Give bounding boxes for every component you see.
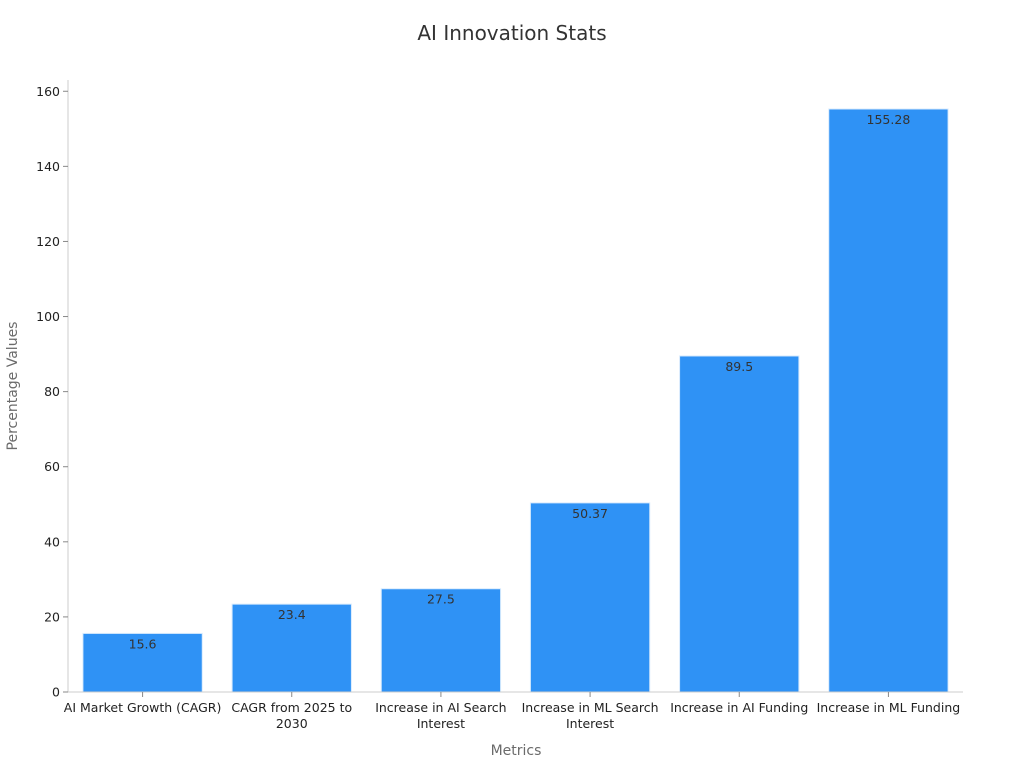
x-tick-label-line: Interest bbox=[417, 716, 465, 731]
bar-2 bbox=[231, 603, 352, 693]
x-tick-label-5: Increase in AI Funding bbox=[670, 700, 808, 715]
x-tick-label-3: Increase in AI Search Interest bbox=[375, 700, 506, 731]
x-tick-label-line: Increase in AI Search bbox=[375, 700, 506, 715]
y-tick-label-160: 160 bbox=[36, 84, 60, 99]
bar-4 bbox=[529, 502, 651, 693]
x-tick-label-2: CAGR from 2025 to 2030 bbox=[231, 700, 352, 731]
bar-3 bbox=[380, 588, 502, 693]
x-tick-label-line: Increase in AI Funding bbox=[670, 700, 808, 715]
bar-value-label-1: 15.6 bbox=[129, 636, 157, 651]
chart-title: AI Innovation Stats bbox=[417, 21, 606, 45]
bar-5 bbox=[679, 355, 800, 693]
bar-value-label-6: 155.28 bbox=[867, 112, 911, 127]
x-ticks-layer: AI Market Growth (CAGR) CAGR from 2025 to… bbox=[64, 692, 960, 731]
x-tick-label-4: Increase in ML Search Interest bbox=[522, 700, 659, 731]
x-tick-label-1: AI Market Growth (CAGR) bbox=[64, 700, 222, 715]
bar-value-label-2: 23.4 bbox=[278, 607, 306, 622]
y-tick-label-60: 60 bbox=[44, 459, 60, 474]
y-axis-label: Percentage Values bbox=[5, 322, 21, 451]
x-tick-label-line: AI Market Growth (CAGR) bbox=[64, 700, 222, 715]
bar-1 bbox=[82, 632, 203, 693]
x-tick-label-line: Increase in ML Search bbox=[522, 700, 659, 715]
y-tick-label-100: 100 bbox=[36, 309, 60, 324]
x-axis-label: Metrics bbox=[491, 743, 542, 759]
bar-value-label-4: 50.37 bbox=[572, 506, 608, 521]
y-tick-label-140: 140 bbox=[36, 159, 60, 174]
y-tick-label-20: 20 bbox=[44, 609, 60, 624]
x-tick-label-line: Interest bbox=[566, 716, 614, 731]
y-tick-label-0: 0 bbox=[52, 685, 60, 700]
x-tick-label-6: Increase in ML Funding bbox=[817, 700, 961, 715]
bar-value-label-3: 27.5 bbox=[427, 592, 455, 607]
y-tick-label-120: 120 bbox=[36, 234, 60, 249]
x-tick-label-line: CAGR from 2025 to bbox=[231, 700, 352, 715]
bar-6 bbox=[828, 108, 949, 693]
bars-layer bbox=[82, 108, 949, 693]
x-tick-label-line: 2030 bbox=[276, 716, 308, 731]
bar-value-label-5: 89.5 bbox=[725, 359, 753, 374]
y-tick-label-40: 40 bbox=[44, 534, 60, 549]
value-labels-layer: 15.6 23.4 27.5 50.37 89.5 155.28 bbox=[129, 112, 911, 651]
y-ticks-layer: 0 20 40 60 80 100 120 140 160 bbox=[36, 84, 68, 700]
x-tick-label-line: Increase in ML Funding bbox=[817, 700, 961, 715]
y-tick-label-80: 80 bbox=[44, 384, 60, 399]
